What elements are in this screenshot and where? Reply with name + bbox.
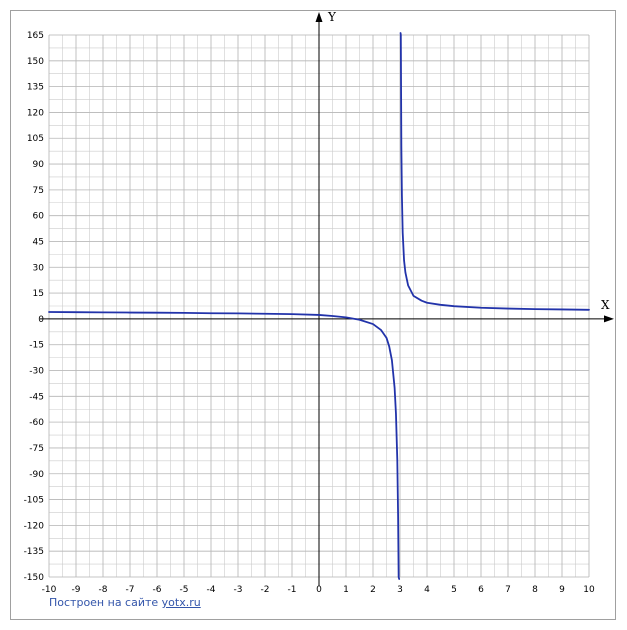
y-tick-label: 120 [27, 108, 44, 118]
credit-line: Построен на сайте yotx.ru [49, 596, 201, 609]
y-tick-label: 150 [27, 57, 44, 67]
y-tick-label: -135 [24, 547, 44, 557]
x-tick-label: 8 [532, 585, 538, 595]
y-tick-label: 60 [33, 212, 45, 222]
x-tick-label: 5 [451, 585, 457, 595]
x-tick-label: 3 [397, 585, 403, 595]
y-tick-label: -15 [29, 341, 44, 351]
x-tick-label: 7 [505, 585, 511, 595]
x-tick-label: -2 [261, 585, 270, 595]
y-tick-label: 15 [33, 289, 44, 299]
x-axis-arrow [604, 315, 614, 323]
x-tick-label: -5 [180, 585, 189, 595]
x-tick-label: 9 [559, 585, 565, 595]
y-tick-label: 165 [27, 31, 44, 41]
y-tick-label: 0 [38, 315, 44, 325]
credit-text: Построен на сайте [49, 596, 159, 609]
x-tick-label: 2 [370, 585, 376, 595]
x-tick-label: -6 [153, 585, 162, 595]
x-tick-label: 6 [478, 585, 484, 595]
y-axis-label: Y [327, 10, 337, 24]
y-tick-label: -60 [29, 418, 44, 428]
x-tick-label: -3 [234, 585, 243, 595]
x-tick-label: 1 [343, 585, 349, 595]
x-tick-label: -7 [126, 585, 135, 595]
y-tick-label: -45 [29, 392, 44, 402]
x-tick-label: 4 [424, 585, 430, 595]
y-tick-label: -105 [24, 496, 44, 506]
y-tick-label: -30 [29, 367, 44, 377]
credit-link[interactable]: yotx.ru [161, 596, 201, 609]
y-tick-label: 90 [33, 160, 45, 170]
x-tick-label: -10 [42, 585, 57, 595]
y-tick-label: -90 [29, 470, 44, 480]
curve-right-branch [399, 32, 590, 311]
y-tick-label: 75 [33, 186, 44, 196]
y-tick-label: 30 [33, 263, 45, 273]
y-tick-label: 45 [33, 237, 44, 247]
x-tick-label: -8 [99, 585, 108, 595]
x-tick-label: 10 [583, 585, 595, 595]
y-tick-label: 135 [27, 83, 44, 93]
y-tick-label: -120 [24, 521, 45, 531]
x-tick-label: -1 [288, 585, 297, 595]
grid [48, 34, 590, 578]
x-tick-label: -9 [72, 585, 81, 595]
y-axis-arrow [315, 12, 323, 22]
curve [48, 32, 590, 580]
x-tick-label: -4 [207, 585, 216, 595]
x-tick-label: 0 [316, 585, 322, 595]
curve-left-branch [48, 311, 401, 580]
tick-labels: -10 -9 -8 -7 -6 -5 -4 -3 -2 -1 0 1 2 3 4 5 6 7 8 9 101651501… [24, 31, 595, 595]
x-axis-label: X [601, 298, 610, 312]
y-tick-label: 105 [27, 134, 44, 144]
y-tick-label: -75 [29, 444, 44, 454]
axes: X Y [40, 10, 614, 586]
y-tick-label: -150 [24, 573, 45, 583]
